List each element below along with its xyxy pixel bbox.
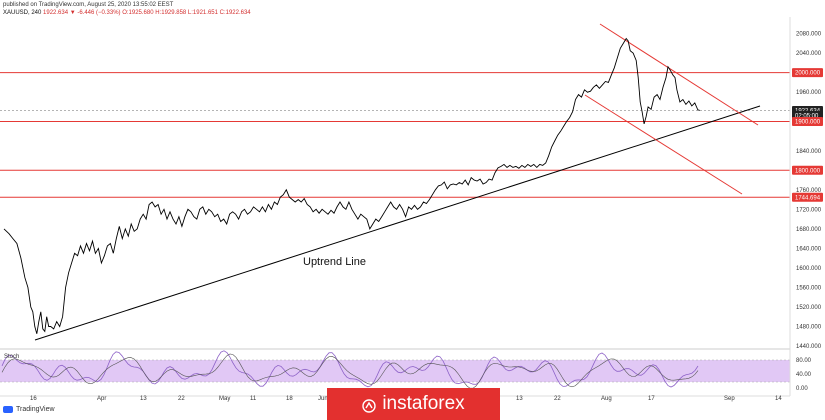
price-tick-16: 1520.000 bbox=[796, 305, 822, 311]
price-series-line bbox=[3, 37, 700, 334]
price-tick-0: 2080.000 bbox=[796, 32, 822, 38]
stoch-tick-0: 0.00 bbox=[796, 386, 808, 392]
price-change: 1922.634 ▼ -6.446 (−0.33%) bbox=[43, 10, 121, 16]
tradingview-icon bbox=[3, 406, 13, 413]
instaforex-wordmark: instaforex bbox=[382, 393, 465, 414]
time-tick-4: May bbox=[219, 396, 230, 402]
stoch-pane: Stoch 80.00 40.00 0.00 bbox=[0, 350, 812, 392]
drawings bbox=[34, 23, 761, 341]
price-tick-14: 1600.000 bbox=[796, 266, 822, 272]
price-tick-11: 1720.000 bbox=[796, 207, 822, 213]
price-label-box-10 bbox=[792, 192, 823, 202]
price-label-box-6 bbox=[792, 116, 823, 126]
time-tick-0: 16 bbox=[30, 396, 37, 402]
instaforex-banner[interactable]: instaforex bbox=[327, 388, 500, 420]
price-tick-17: 1480.000 bbox=[796, 324, 822, 330]
time-tick-1: Apr bbox=[97, 396, 106, 402]
time-tick-13: Sep bbox=[724, 396, 735, 402]
price-label-2: 2000.000 bbox=[795, 71, 821, 77]
price-tick-7: 1840.000 bbox=[796, 149, 822, 155]
price-label-6: 1900.000 bbox=[795, 119, 821, 125]
price-tick-1: 2040.000 bbox=[796, 51, 822, 57]
price-label-8: 1800.000 bbox=[795, 168, 821, 174]
time-tick-14: 14 bbox=[775, 396, 782, 402]
horizontal-levels bbox=[0, 72, 790, 198]
price-tick-12: 1680.000 bbox=[796, 227, 822, 233]
published-info: published on TradingView.com, August 25,… bbox=[3, 2, 174, 8]
time-tick-3: 22 bbox=[178, 396, 185, 402]
price-tick-15: 1560.000 bbox=[796, 285, 822, 291]
tradingview-logo[interactable]: TradingView bbox=[3, 406, 55, 413]
stoch-tick-40: 40.00 bbox=[796, 372, 812, 378]
time-axis: 16Apr1322May1118JunJul1322Aug17Sep14 bbox=[30, 396, 782, 402]
price-tick-9: 1760.000 bbox=[796, 188, 822, 194]
uptrend-line bbox=[34, 105, 761, 341]
time-tick-6: 18 bbox=[286, 396, 293, 402]
price-tick-13: 1640.000 bbox=[796, 246, 822, 252]
symbol-label: XAUUSD, 240 bbox=[3, 10, 42, 16]
plot-area bbox=[0, 17, 790, 348]
ohlc-values: O:1925.680 H:1929.858 L:1921.651 C:1922.… bbox=[122, 10, 251, 16]
channel-lower-line bbox=[584, 94, 743, 195]
uptrend-label: Uptrend Line bbox=[303, 256, 366, 268]
symbol-line: XAUUSD, 240 1922.634 ▼ -6.446 (−0.33%) O… bbox=[3, 9, 251, 17]
tradingview-text: TradingView bbox=[16, 406, 55, 413]
stoch-d-line bbox=[1, 353, 699, 389]
price-axis: 2080.0002040.0002000.0001960.0001922.634… bbox=[792, 32, 823, 350]
time-tick-7: Jun bbox=[318, 396, 328, 402]
price-tick-3: 1960.000 bbox=[796, 90, 822, 96]
time-tick-12: 17 bbox=[648, 396, 655, 402]
price-label-box-2 bbox=[792, 68, 823, 78]
stoch-k-line bbox=[1, 350, 699, 388]
time-tick-10: 22 bbox=[554, 396, 561, 402]
stoch-label: Stoch bbox=[4, 354, 19, 360]
time-tick-11: Aug bbox=[601, 396, 612, 402]
price-label-10: 1744.694 bbox=[795, 195, 821, 201]
stoch-tick-80: 80.00 bbox=[796, 358, 812, 364]
price-label-5: 02:05:00 bbox=[795, 113, 819, 119]
price-tick-18: 1440.000 bbox=[796, 344, 822, 350]
price-label-box-8 bbox=[792, 165, 823, 175]
time-tick-9: 13 bbox=[516, 396, 523, 402]
time-tick-5: 11 bbox=[250, 396, 257, 402]
time-tick-2: 13 bbox=[140, 396, 147, 402]
channel-upper-line bbox=[599, 23, 759, 126]
instaforex-logo-icon bbox=[362, 397, 377, 413]
